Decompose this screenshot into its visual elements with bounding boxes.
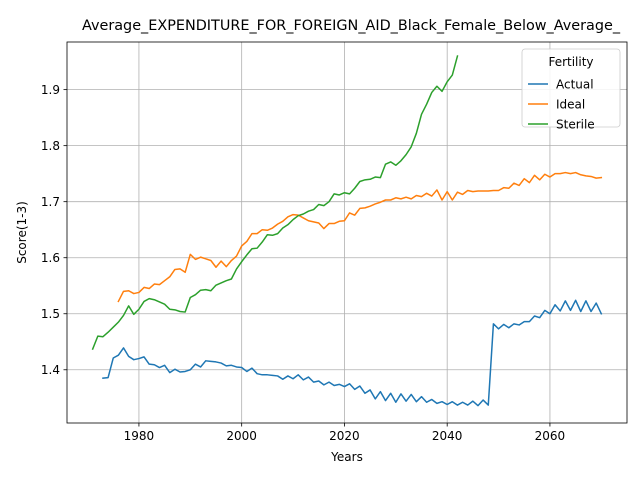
y-tick-label: 1.4 — [41, 363, 60, 377]
series-lines — [91, 55, 603, 407]
y-axis-label: Score(1-3) — [15, 201, 29, 264]
plot-frame — [66, 41, 628, 424]
y-tick-label: 1.7 — [41, 195, 60, 209]
y-tick-label: 1.9 — [41, 83, 60, 97]
y-axis-ticks: 1.4 1.5 1.6 1.7 1.8 1.9 — [41, 83, 67, 377]
x-tick-label: 2020 — [329, 429, 360, 443]
y-tick-label: 1.8 — [41, 139, 60, 153]
x-tick-label: 2040 — [432, 429, 463, 443]
y-tick-label: 1.6 — [41, 251, 60, 265]
x-tick-label: 1980 — [124, 429, 155, 443]
legend-label-ideal: Ideal — [556, 97, 585, 111]
series-line-actual — [102, 299, 603, 407]
chart-title: Average_EXPENDITURE_FOR_FOREIGN_AID_Blac… — [82, 18, 621, 34]
x-axis-label: Years — [330, 450, 363, 464]
series-line-ideal — [117, 171, 603, 303]
x-axis-ticks: 1980 2000 2020 2040 2060 — [124, 423, 566, 443]
series-line-sterile — [91, 55, 459, 351]
legend-label-sterile: Sterile — [556, 117, 595, 131]
legend: Fertility Actual Ideal Sterile — [521, 48, 621, 131]
legend-box — [521, 48, 621, 128]
x-tick-label: 2060 — [535, 429, 566, 443]
x-tick-label: 2000 — [226, 429, 257, 443]
legend-label-actual: Actual — [556, 77, 594, 91]
y-tick-label: 1.5 — [41, 307, 60, 321]
legend-title: Fertility — [548, 55, 593, 69]
